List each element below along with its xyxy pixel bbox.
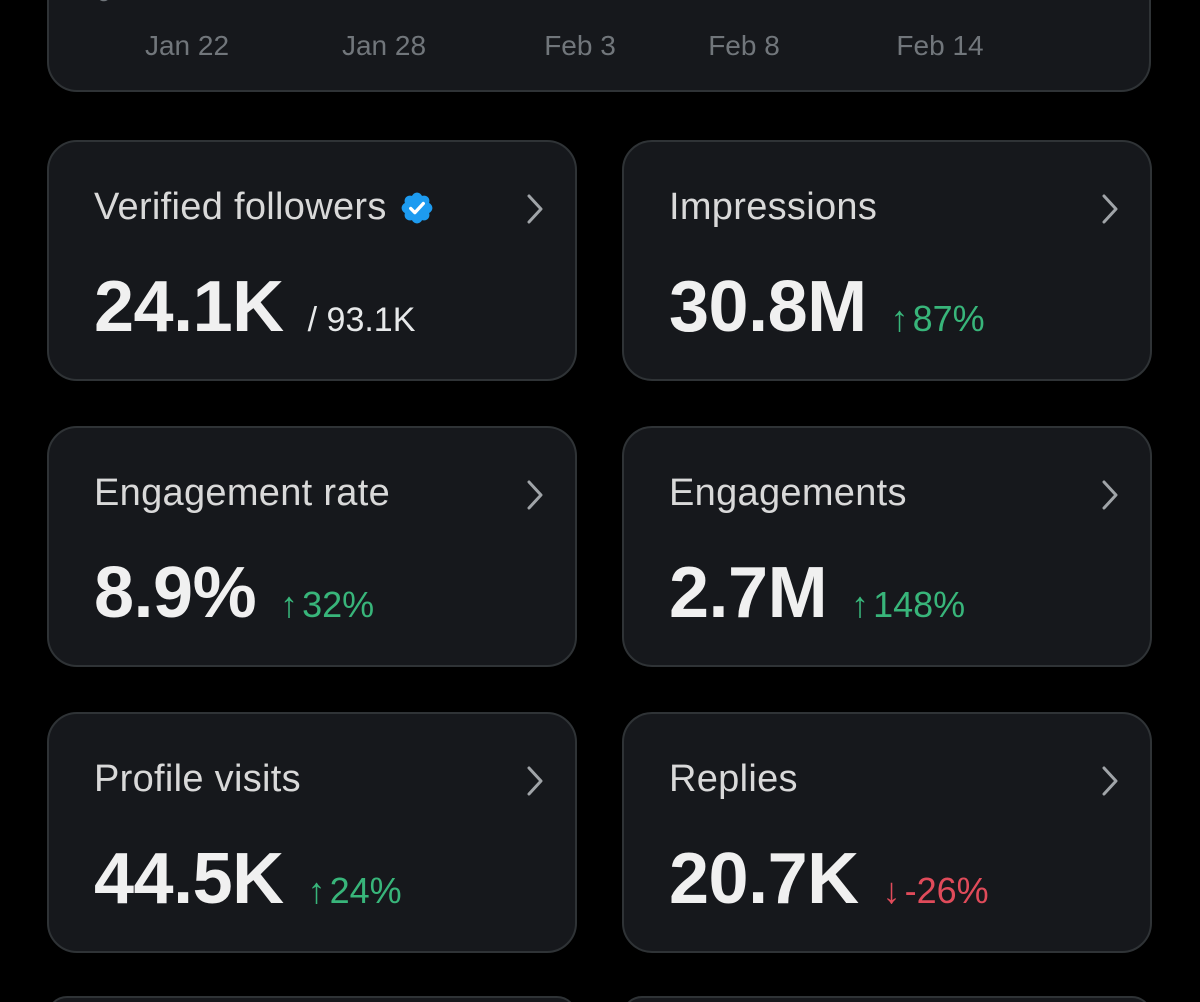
chart-x-tick: Jan 22 <box>144 30 230 61</box>
stat-label-row: Profile visits <box>94 758 301 801</box>
stat-change: ↓ -26% <box>883 870 989 912</box>
arrow-down-icon: ↓ <box>882 870 901 911</box>
stat-card-engagement-rate[interactable]: Engagement rate 8.9% ↑ 32% <box>47 426 577 667</box>
stat-change: ↑ 87% <box>891 298 985 340</box>
stat-label: Profile visits <box>94 758 301 800</box>
stat-value: 8.9% <box>94 553 257 633</box>
arrow-up-icon: ↑ <box>851 584 870 625</box>
stat-value-row: 30.8M ↑ 87% <box>669 266 985 348</box>
stat-value: 20.7K <box>669 839 859 919</box>
chevron-right-icon <box>527 480 543 510</box>
stat-total: / 93.1K <box>307 301 416 339</box>
stat-card-impressions[interactable]: Impressions 30.8M ↑ 87% <box>622 140 1152 381</box>
chart-x-tick: Feb 3 <box>544 30 616 61</box>
chart-card <box>47 0 1151 92</box>
stat-change-value: 24% <box>329 870 402 911</box>
stat-label-row: Replies <box>669 758 798 801</box>
stat-card-verified-followers[interactable]: Verified followers 24.1K / 93.1K <box>47 140 577 381</box>
stat-change: ↑ 148% <box>851 584 965 626</box>
stat-card-partial[interactable] <box>47 996 577 1002</box>
stat-change-value: 87% <box>912 298 985 339</box>
chevron-right-icon <box>1102 194 1118 224</box>
arrow-up-icon: ↑ <box>280 584 299 625</box>
stat-change-value: 148% <box>873 584 966 625</box>
stat-value-row: 20.7K ↓ -26% <box>669 838 989 920</box>
stat-change-value: -26% <box>904 870 989 911</box>
stat-value: 24.1K <box>94 267 284 347</box>
chevron-right-icon <box>1102 766 1118 796</box>
chart-x-tick: Feb 14 <box>896 30 984 61</box>
stat-value-row: 44.5K ↑ 24% <box>94 838 402 920</box>
chart-y-axis-zero-label: 0 <box>96 0 112 8</box>
stat-value-row: 24.1K / 93.1K <box>94 266 415 348</box>
stat-label: Engagements <box>669 472 907 514</box>
chart-x-tick: Feb 8 <box>708 30 780 61</box>
stat-card-partial[interactable] <box>622 996 1152 1002</box>
chevron-right-icon <box>527 194 543 224</box>
stat-value: 30.8M <box>669 267 867 347</box>
chevron-right-icon <box>527 766 543 796</box>
stat-label-row: Verified followers <box>94 186 435 229</box>
arrow-up-icon: ↑ <box>890 298 909 339</box>
stat-value-row: 8.9% ↑ 32% <box>94 552 374 634</box>
chevron-right-icon <box>1102 480 1118 510</box>
verified-badge-icon <box>401 192 433 223</box>
stat-value: 2.7M <box>669 553 828 633</box>
stat-value-row: 2.7M ↑ 148% <box>669 552 965 634</box>
stat-change-value: 32% <box>302 584 375 625</box>
stat-change: ↑ 24% <box>308 870 402 912</box>
chart-x-tick: Jan 28 <box>341 30 427 61</box>
stat-card-profile-visits[interactable]: Profile visits 44.5K ↑ 24% <box>47 712 577 953</box>
arrow-up-icon: ↑ <box>307 870 326 911</box>
stat-label-row: Engagements <box>669 472 907 515</box>
stat-label: Engagement rate <box>94 472 391 514</box>
stat-value: 44.5K <box>94 839 284 919</box>
stat-label: Replies <box>669 758 798 800</box>
stat-label: Verified followers <box>94 186 387 228</box>
stat-label-row: Impressions <box>669 186 877 229</box>
stat-card-engagements[interactable]: Engagements 2.7M ↑ 148% <box>622 426 1152 667</box>
stat-card-replies[interactable]: Replies 20.7K ↓ -26% <box>622 712 1152 953</box>
stat-change: ↑ 32% <box>280 584 374 626</box>
stat-label-row: Engagement rate <box>94 472 390 515</box>
stat-label: Impressions <box>669 186 878 228</box>
